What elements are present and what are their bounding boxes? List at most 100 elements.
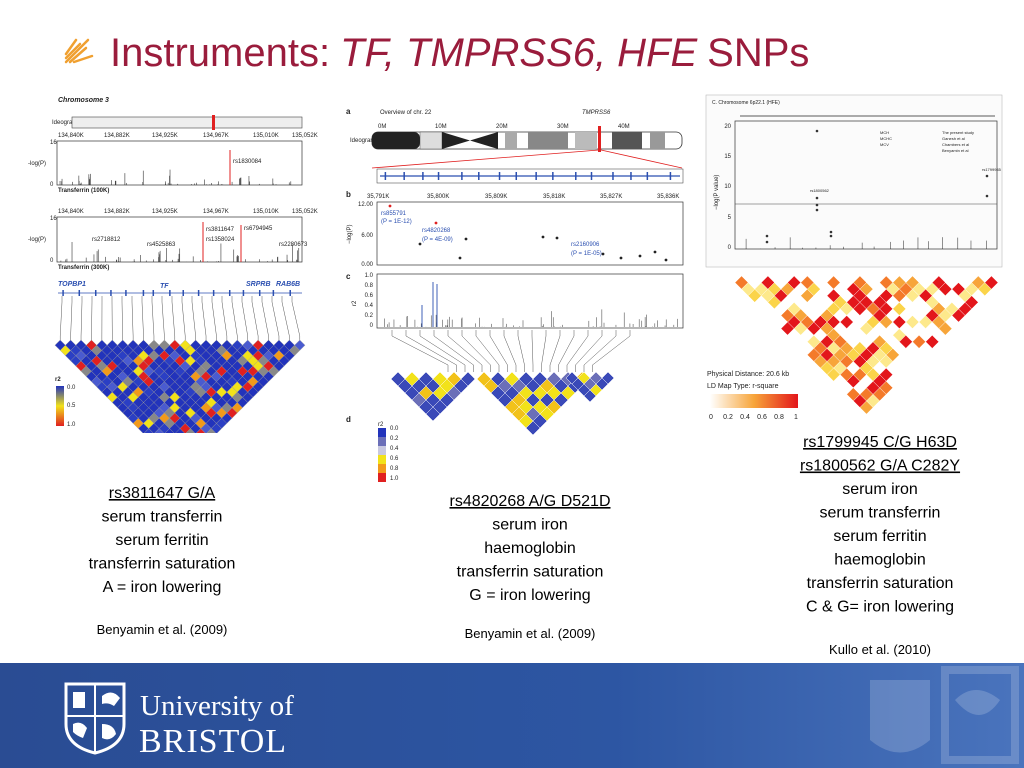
point [638,254,642,258]
gene-label: RAB6B [276,281,300,288]
trait: haemoglobin [484,540,576,557]
connector [583,330,617,372]
distance-label: Physical Distance: 20.6 kb [707,371,789,378]
trait: transferrin saturation [89,556,236,573]
exon [182,290,184,296]
legend-tick: 0.2 [723,414,733,421]
exon [403,172,405,180]
direction: A = iron lowering [103,579,222,596]
point [555,236,559,240]
map-type-label: LD Map Type: r-square [707,383,779,390]
gene-label: SRPRB [246,281,271,288]
trait-legend: MCHC [880,136,892,141]
position-tick: 135,052K [292,209,318,215]
title-genes: TF, TMPRSS6, HFE [340,31,698,75]
connector [575,330,603,372]
position-tick: 35,800K [427,194,449,200]
exon [125,290,127,296]
trait: transferrin saturation [457,564,604,581]
megabase-tick: 0M [378,124,386,130]
ld-cell [149,434,159,444]
ld-cell [984,275,999,290]
connector [461,330,491,372]
position-tick: 134,840K [58,209,84,215]
exon [630,172,632,180]
connector [141,296,144,340]
y-label: −log(P) [347,224,353,244]
position-tick: 134,882K [104,209,130,215]
y-tick-label: 1.0 [365,273,374,279]
ld-connectors [391,330,631,372]
legend-title: r2 [55,377,61,383]
study-legend: Chambers et al [942,142,969,147]
point [985,194,989,198]
legend-tick: 0 [709,414,713,421]
figure-frame [705,94,1003,268]
slide-title: Instruments: TF, TMPRSS6, HFE SNPs [110,31,809,75]
y-label: −log(P value) [714,175,720,210]
point [653,250,657,254]
trait: serum ferritin [833,528,926,545]
snp-label: rs3811647 [206,227,235,233]
y-tick-label: 0.8 [365,283,374,289]
connector [80,296,83,340]
connector [503,330,517,372]
connector [391,330,449,372]
point [765,234,769,238]
ideogram [71,116,303,129]
ld-cell [180,455,190,465]
ld-cell [180,444,190,454]
y-max: 16 [50,140,57,146]
ld-block [390,371,476,422]
point [815,196,819,200]
point [388,204,392,208]
legend-tick: 0.4 [390,446,399,452]
connector [171,296,176,340]
ld-cell [175,460,185,470]
ld-heatmap [54,339,306,470]
legend-swatch [378,464,386,473]
legend-tick: 0.0 [390,426,399,432]
tf-figure: Chromosome 3 Ideogram 134,840K 134,882K … [28,97,318,470]
legend-swatch [378,446,386,455]
plot-title: Transferrin (300K) [58,265,109,271]
position-tick: 134,925K [152,133,178,139]
ld-connectors [59,296,301,340]
exon [575,172,577,180]
point [601,252,605,256]
connector [161,296,165,340]
exon [384,172,387,180]
footer-line2: BRISTOL [139,723,287,760]
legend-swatch [378,428,386,437]
connector [433,330,474,372]
snp-label: rs6794945 [244,226,273,232]
legend-tick: 1.0 [390,476,399,482]
trait: transferrin saturation [807,575,954,592]
snp-label: rs4820268 [422,228,451,234]
y-tick-label: 0 [370,323,374,329]
legend-bar [56,386,64,426]
plot-frame [376,201,684,266]
position-tick: 35,791K [367,194,389,200]
title-prefix: Instruments: [110,31,330,75]
ld-cell [159,434,169,444]
position-tick: 135,010K [253,209,279,215]
megabase-tick: 30M [557,124,569,130]
point [664,258,668,262]
panel-letter: b [346,190,351,199]
trait: serum ferritin [115,532,208,549]
legend-tick: 0.5 [67,403,76,409]
y-tick-label: 0.6 [365,293,374,299]
connector [201,296,207,340]
snp-p: (P = 1E-12) [381,219,412,225]
connector [489,330,508,372]
megabase-tick: 20M [496,124,508,130]
ld-cell [294,339,306,351]
ld-cell [185,439,195,449]
ld-block [476,371,590,436]
position-tick: 35,836K [657,194,679,200]
y-tick-label: 12.00 [358,202,374,208]
position-tick: 35,809K [485,194,507,200]
